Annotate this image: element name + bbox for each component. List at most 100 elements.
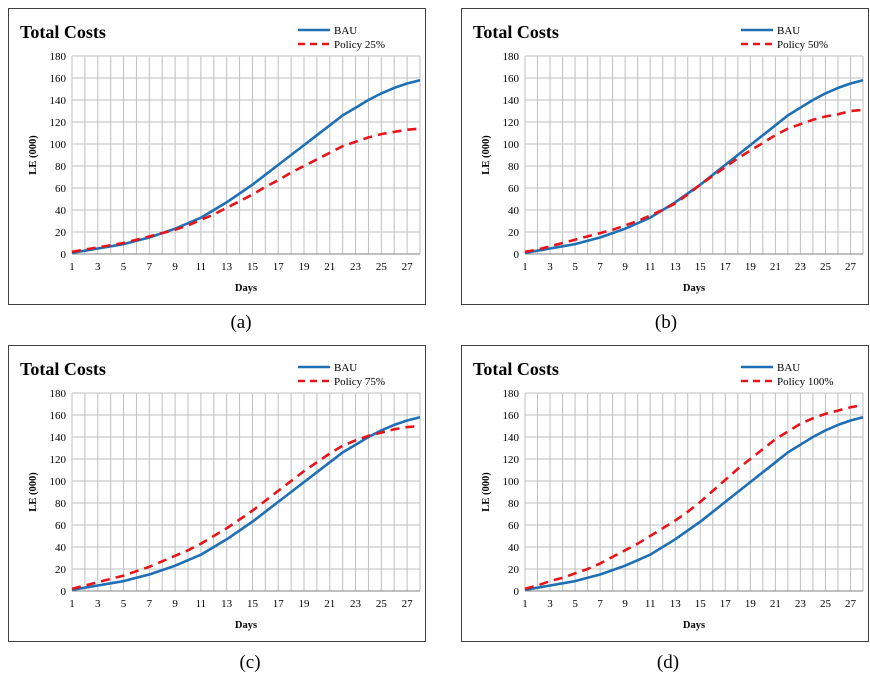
x-tick-label: 9 xyxy=(172,261,178,273)
y-tick-label: 40 xyxy=(55,542,67,554)
y-tick-label: 100 xyxy=(503,139,520,151)
y-tick-label: 160 xyxy=(503,410,520,422)
legend-label: Policy 25% xyxy=(334,39,385,51)
x-tick-label: 7 xyxy=(147,261,153,273)
y-tick-label: 0 xyxy=(61,586,67,598)
y-tick-label: 0 xyxy=(514,249,520,261)
chart-panel-b: Total Costs 0 20 40 60 80 100 120 140 160 180 1 3 5 7 9… xyxy=(461,8,869,305)
legend-label: Policy 100% xyxy=(777,376,834,388)
x-tick-label: 23 xyxy=(795,598,807,610)
y-tick-label: 40 xyxy=(508,205,520,217)
y-tick-label: 0 xyxy=(61,249,67,261)
y-tick-label: 100 xyxy=(50,476,67,488)
x-axis-label: Days xyxy=(235,620,257,631)
x-tick-label: 3 xyxy=(95,261,101,273)
series-line-bau xyxy=(524,415,864,592)
x-axis-label: Days xyxy=(683,283,705,294)
x-tick-label: 17 xyxy=(273,261,285,273)
x-tick-label: 9 xyxy=(172,598,178,610)
y-tick-label: 80 xyxy=(508,161,520,173)
y-tick-label: 180 xyxy=(50,388,67,400)
x-tick-label: 19 xyxy=(745,598,757,610)
y-tick-label: 140 xyxy=(50,432,67,444)
x-tick-label: 21 xyxy=(324,598,335,610)
x-tick-label: 11 xyxy=(645,598,656,610)
y-axis-label: LE (000) xyxy=(481,472,492,512)
legend-label: Policy 50% xyxy=(777,39,828,51)
y-tick-label: 0 xyxy=(514,586,520,598)
y-tick-label: 80 xyxy=(55,161,67,173)
x-tick-label: 9 xyxy=(622,261,628,273)
y-tick-label: 60 xyxy=(55,520,67,532)
x-tick-label: 15 xyxy=(247,598,259,610)
x-tick-label: 11 xyxy=(196,598,207,610)
x-tick-label: 23 xyxy=(350,598,362,610)
x-tick-label: 7 xyxy=(597,261,603,273)
y-tick-label: 40 xyxy=(508,542,520,554)
y-tick-label: 20 xyxy=(508,564,520,576)
y-tick-label: 140 xyxy=(503,432,520,444)
x-tick-label: 1 xyxy=(69,261,75,273)
y-tick-label: 100 xyxy=(503,476,520,488)
x-tick-label: 17 xyxy=(720,598,732,610)
x-tick-label: 19 xyxy=(299,261,311,273)
series-line-policy xyxy=(524,403,864,591)
y-tick-label: 160 xyxy=(503,73,520,85)
y-tick-label: 20 xyxy=(55,227,67,239)
y-tick-label: 120 xyxy=(50,454,67,466)
x-tick-label: 7 xyxy=(147,598,153,610)
x-tick-label: 11 xyxy=(645,261,656,273)
y-axis-label: LE (000) xyxy=(28,135,39,175)
chart-panel-d: Total Costs 0 20 40 60 80 100 120 140 160 180 1 3 5 7 9… xyxy=(461,345,869,642)
caption-c: (c) xyxy=(239,652,261,673)
x-tick-label: 21 xyxy=(770,261,781,273)
x-tick-label: 5 xyxy=(121,261,127,273)
chart-title: Total Costs xyxy=(20,359,106,379)
chart-title: Total Costs xyxy=(473,22,559,42)
y-tick-label: 160 xyxy=(50,73,67,85)
y-tick-label: 120 xyxy=(503,117,520,129)
x-tick-label: 13 xyxy=(221,598,233,610)
x-tick-label: 1 xyxy=(69,598,75,610)
x-tick-label: 25 xyxy=(820,598,832,610)
x-tick-label: 27 xyxy=(845,598,857,610)
x-tick-label: 3 xyxy=(95,598,101,610)
y-tick-label: 60 xyxy=(508,183,520,195)
y-axis-label: LE (000) xyxy=(28,472,39,512)
x-tick-label: 17 xyxy=(720,261,732,273)
caption-d: (d) xyxy=(656,652,680,673)
x-tick-label: 5 xyxy=(121,598,127,610)
y-tick-label: 120 xyxy=(50,117,67,129)
x-tick-label: 23 xyxy=(795,261,807,273)
series-line-policy xyxy=(71,127,421,254)
x-tick-label: 13 xyxy=(670,261,682,273)
x-tick-label: 5 xyxy=(572,261,578,273)
x-tick-label: 5 xyxy=(572,598,578,610)
x-tick-label: 27 xyxy=(402,261,414,273)
x-tick-label: 7 xyxy=(597,598,603,610)
series-line-bau xyxy=(71,415,421,592)
y-axis-label: LE (000) xyxy=(481,135,492,175)
x-axis-label: Days xyxy=(235,283,257,294)
x-tick-label: 25 xyxy=(820,261,832,273)
legend-label: BAU xyxy=(777,362,800,374)
x-tick-label: 9 xyxy=(622,598,628,610)
y-tick-label: 140 xyxy=(50,95,67,107)
x-tick-label: 1 xyxy=(522,261,528,273)
series-line-policy xyxy=(71,424,421,591)
y-tick-label: 40 xyxy=(55,205,67,217)
x-tick-label: 3 xyxy=(547,261,553,273)
caption-a: (a) xyxy=(230,312,252,333)
x-tick-label: 21 xyxy=(770,598,781,610)
x-tick-label: 19 xyxy=(299,598,311,610)
y-tick-label: 180 xyxy=(50,51,67,63)
y-tick-label: 60 xyxy=(55,183,67,195)
x-tick-label: 13 xyxy=(670,598,682,610)
legend-label: BAU xyxy=(334,362,357,374)
y-tick-label: 180 xyxy=(503,388,520,400)
y-tick-label: 80 xyxy=(508,498,520,510)
chart-title: Total Costs xyxy=(20,22,106,42)
